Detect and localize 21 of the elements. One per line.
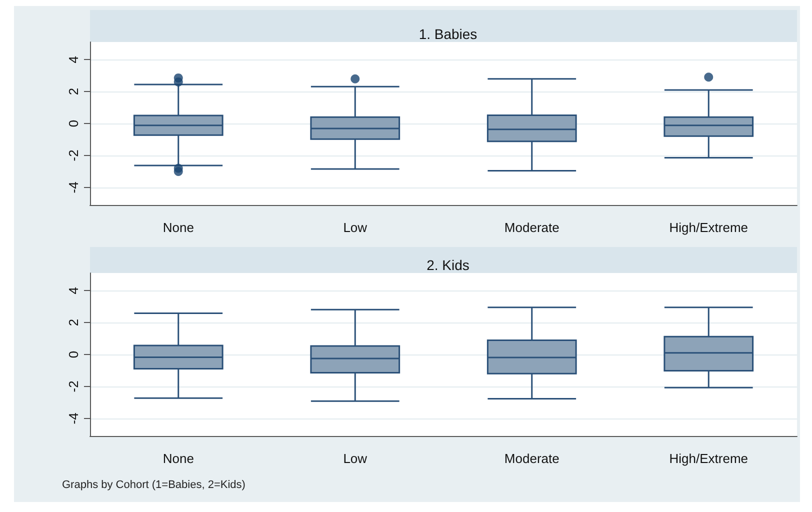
x-tick-label: High/Extreme <box>669 451 748 466</box>
x-tick-label: Low <box>343 451 368 466</box>
y-tick-label: 4 <box>66 56 81 64</box>
chart-title: 2. Kids <box>426 257 470 273</box>
x-tick-label: None <box>162 220 194 235</box>
y-tick-label: -2 <box>66 150 81 162</box>
y-tick-label: 2 <box>66 318 81 326</box>
y-tick-label: -4 <box>66 182 81 194</box>
y-tick-label: 4 <box>66 286 81 294</box>
y-tick-label: 0 <box>66 120 81 128</box>
y-tick-label: -2 <box>66 380 81 392</box>
y-tick-label: 0 <box>66 350 81 358</box>
chart-title: 1. Babies <box>418 26 478 42</box>
text: Graphs by Cohort (1=Babies, 2=Kids) <box>62 479 246 491</box>
x-tick-label: High/Extreme <box>669 220 748 235</box>
x-tick-label: Moderate <box>504 451 560 466</box>
y-tick-label: -4 <box>66 412 81 424</box>
y-tick-label: 2 <box>66 88 81 96</box>
x-tick-label: None <box>162 451 194 466</box>
x-tick-label: Moderate <box>504 220 560 235</box>
x-tick-label: Low <box>343 220 368 235</box>
